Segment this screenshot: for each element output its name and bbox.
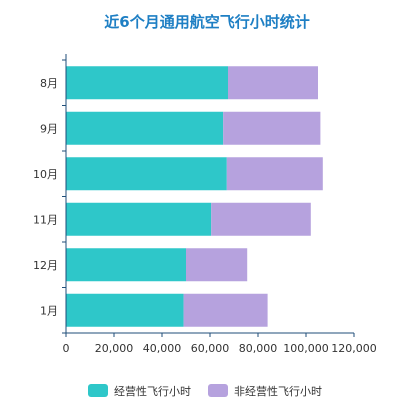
- bars-layer: [66, 66, 323, 327]
- bar-commercial-1: [66, 111, 224, 145]
- y-tick-label: 12月: [33, 259, 58, 272]
- y-tick-label: 10月: [33, 168, 58, 181]
- bar-commercial-0: [66, 66, 228, 100]
- y-tick-label: 9月: [40, 122, 58, 135]
- bar-commercial-4: [66, 248, 186, 282]
- x-tick-label: 40,000: [143, 342, 182, 355]
- legend-item-commercial[interactable]: 经营性飞行小时: [88, 384, 191, 398]
- bar-noncommercial-3: [211, 202, 311, 236]
- x-tick-label: 20,000: [95, 342, 134, 355]
- bar-commercial-3: [66, 202, 212, 236]
- chart-title: 近6个月通用航空飞行小时统计: [104, 13, 309, 31]
- bar-commercial-2: [66, 157, 227, 191]
- legend: 经营性飞行小时 非经营性飞行小时: [88, 384, 322, 398]
- bar-commercial-5: [66, 293, 184, 327]
- bar-noncommercial-1: [223, 111, 321, 145]
- x-tick-label: 80,000: [239, 342, 278, 355]
- legend-swatch: [88, 384, 108, 397]
- y-tick-label: 11月: [33, 213, 58, 226]
- bar-noncommercial-0: [228, 66, 318, 100]
- x-tick-label: 100,000: [283, 342, 329, 355]
- legend-label: 经营性飞行小时: [114, 384, 191, 398]
- axes-layer: 8月 9月 10月 11月 12月 1月 0 20,000 40,000 60,000 80,000…: [33, 54, 377, 355]
- bar-noncommercial-2: [226, 157, 323, 191]
- x-tick-label: 60,000: [191, 342, 230, 355]
- bar-noncommercial-5: [183, 293, 268, 327]
- bar-noncommercial-4: [186, 248, 248, 282]
- legend-label: 非经营性飞行小时: [234, 384, 322, 398]
- legend-swatch: [208, 384, 228, 397]
- x-tick-label: 120,000: [331, 342, 377, 355]
- legend-item-noncommercial[interactable]: 非经营性飞行小时: [208, 384, 322, 398]
- y-tick-label: 1月: [40, 304, 58, 317]
- y-tick-label: 8月: [40, 77, 58, 90]
- x-tick-label: 0: [63, 342, 70, 355]
